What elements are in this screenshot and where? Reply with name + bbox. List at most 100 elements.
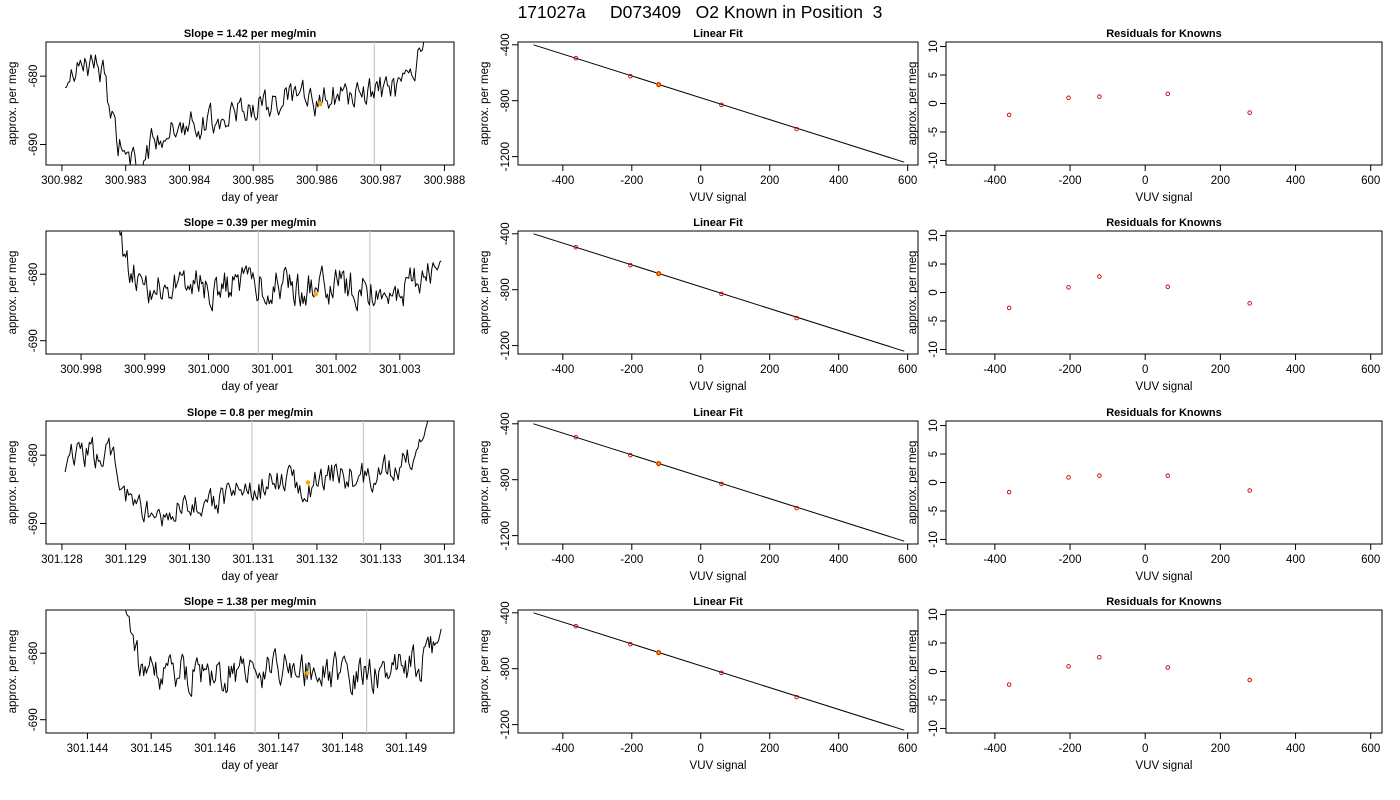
y-tick-label: -800 bbox=[500, 89, 512, 112]
x-tick-label: 400 bbox=[829, 743, 848, 755]
x-tick-label: 400 bbox=[1286, 364, 1305, 376]
x-tick-label: 0 bbox=[698, 175, 704, 187]
x-tick-label: 301.146 bbox=[194, 743, 236, 755]
x-tick-label: -400 bbox=[551, 554, 574, 566]
data-point bbox=[794, 694, 799, 700]
panel-title: Linear Fit bbox=[693, 596, 743, 608]
x-tick-label: 300.985 bbox=[232, 175, 274, 187]
panel-r1-c2: Linear Fit -400 -200 0 200 400 600 -400 -800 -120… bbox=[479, 28, 919, 204]
panel-r4-c2: Linear Fit -400 -200 0 200 400 600 -400 -800 -120… bbox=[479, 596, 919, 772]
panel-r3-c2: Linear Fit -400 -200 0 200 400 600 -400 -800 -120… bbox=[479, 407, 919, 583]
y-tick-label: 10 bbox=[928, 419, 940, 432]
x-axis-label: day of year bbox=[222, 192, 279, 204]
x-axis-label: VUV signal bbox=[1136, 381, 1193, 393]
data-point bbox=[656, 82, 661, 87]
x-tick-label: -400 bbox=[983, 743, 1006, 755]
y-axis-label: approx. per meg bbox=[907, 630, 919, 714]
y-tick-label: -1200 bbox=[500, 521, 512, 550]
plot-frame bbox=[945, 230, 1383, 355]
y-tick-label: -680 bbox=[28, 642, 40, 665]
panel-title: Residuals for Knowns bbox=[1106, 28, 1222, 40]
x-tick-label: 300.987 bbox=[360, 175, 402, 187]
data-point bbox=[628, 641, 633, 647]
panel-r3-c3: Residuals for Knowns -400 -200 0 200 400 600 10… bbox=[907, 407, 1383, 583]
x-tick-label: 400 bbox=[1286, 743, 1305, 755]
x-axis-label: day of year bbox=[222, 760, 279, 772]
y-axis-label: approx. per meg bbox=[907, 441, 919, 525]
x-tick-label: 301.128 bbox=[41, 554, 83, 566]
data-point bbox=[1247, 110, 1252, 115]
x-tick-label: 301.002 bbox=[315, 364, 357, 376]
y-axis-label: approx. per meg bbox=[7, 630, 19, 714]
y-tick-label: 5 bbox=[928, 261, 940, 267]
x-tick-label: -400 bbox=[983, 364, 1006, 376]
highlight-point bbox=[317, 101, 323, 106]
panel-title: Linear Fit bbox=[693, 217, 743, 229]
plot-area bbox=[533, 612, 905, 731]
x-tick-label: 301.133 bbox=[360, 554, 402, 566]
x-tick-label: 200 bbox=[1211, 364, 1230, 376]
panel-r4-c1: Slope = 1.38 per meg/min 301.144 301.145 30… bbox=[7, 596, 455, 772]
x-tick-label: 0 bbox=[1142, 364, 1148, 376]
data-point bbox=[656, 650, 661, 655]
plot-area bbox=[533, 44, 905, 163]
panel-title: Residuals for Knowns bbox=[1106, 407, 1222, 419]
data-point bbox=[1097, 94, 1102, 99]
x-tick-label: 0 bbox=[1142, 175, 1148, 187]
x-tick-label: 200 bbox=[760, 554, 779, 566]
y-tick-label: -10 bbox=[928, 720, 940, 737]
panel-title: Linear Fit bbox=[693, 28, 743, 40]
data-trace bbox=[125, 610, 442, 697]
fit-line bbox=[533, 233, 905, 352]
panel-r2-c2: Linear Fit -400 -200 0 200 400 600 -400 -800 -120… bbox=[479, 217, 919, 393]
x-axis-label: day of year bbox=[222, 571, 279, 583]
x-tick-label: -200 bbox=[620, 364, 643, 376]
data-point bbox=[1247, 677, 1252, 683]
x-tick-label: -400 bbox=[983, 175, 1006, 187]
x-tick-label: 301.144 bbox=[67, 743, 109, 755]
y-tick-label: -1200 bbox=[500, 142, 512, 171]
y-tick-label: 5 bbox=[928, 640, 940, 646]
x-tick-label: 301.132 bbox=[296, 554, 338, 566]
x-tick-label: 200 bbox=[1211, 554, 1230, 566]
panel-title: Linear Fit bbox=[693, 407, 743, 419]
data-point bbox=[794, 315, 799, 321]
x-tick-label: 301.001 bbox=[252, 364, 294, 376]
x-axis-label: day of year bbox=[222, 381, 279, 393]
data-point bbox=[1097, 473, 1102, 478]
x-tick-label: 300.986 bbox=[296, 175, 338, 187]
data-point bbox=[719, 291, 724, 297]
highlight-point bbox=[305, 670, 310, 676]
y-tick-label: -400 bbox=[500, 222, 512, 245]
data-point bbox=[1066, 664, 1071, 669]
x-axis-label: VUV signal bbox=[1136, 571, 1193, 583]
data-point bbox=[628, 452, 633, 458]
y-tick-label: -690 bbox=[28, 512, 40, 535]
data-point bbox=[1165, 665, 1171, 670]
data-point bbox=[1006, 489, 1012, 495]
y-tick-label: -10 bbox=[928, 531, 940, 548]
plot-area bbox=[533, 233, 905, 352]
data-point bbox=[573, 623, 579, 629]
x-tick-label: -200 bbox=[620, 175, 643, 187]
y-tick-label: -10 bbox=[928, 341, 940, 358]
x-tick-label: 400 bbox=[829, 175, 848, 187]
x-tick-label: -200 bbox=[620, 743, 643, 755]
x-tick-label: 400 bbox=[829, 364, 848, 376]
y-tick-label: -680 bbox=[28, 263, 40, 286]
x-tick-label: -400 bbox=[551, 175, 574, 187]
panel-title: Slope = 1.38 per meg/min bbox=[184, 596, 317, 608]
x-tick-label: 300.999 bbox=[124, 364, 166, 376]
y-tick-label: -690 bbox=[28, 329, 40, 352]
x-tick-label: -200 bbox=[1059, 175, 1082, 187]
data-point bbox=[1165, 91, 1171, 97]
data-point bbox=[719, 481, 724, 487]
y-axis-label: approx. per meg bbox=[7, 62, 19, 146]
x-tick-label: 301.148 bbox=[322, 743, 364, 755]
x-tick-label: 300.983 bbox=[105, 175, 147, 187]
data-point bbox=[719, 670, 724, 676]
y-tick-label: -10 bbox=[928, 152, 940, 169]
y-tick-label: 10 bbox=[928, 229, 940, 242]
x-tick-label: 200 bbox=[760, 175, 779, 187]
